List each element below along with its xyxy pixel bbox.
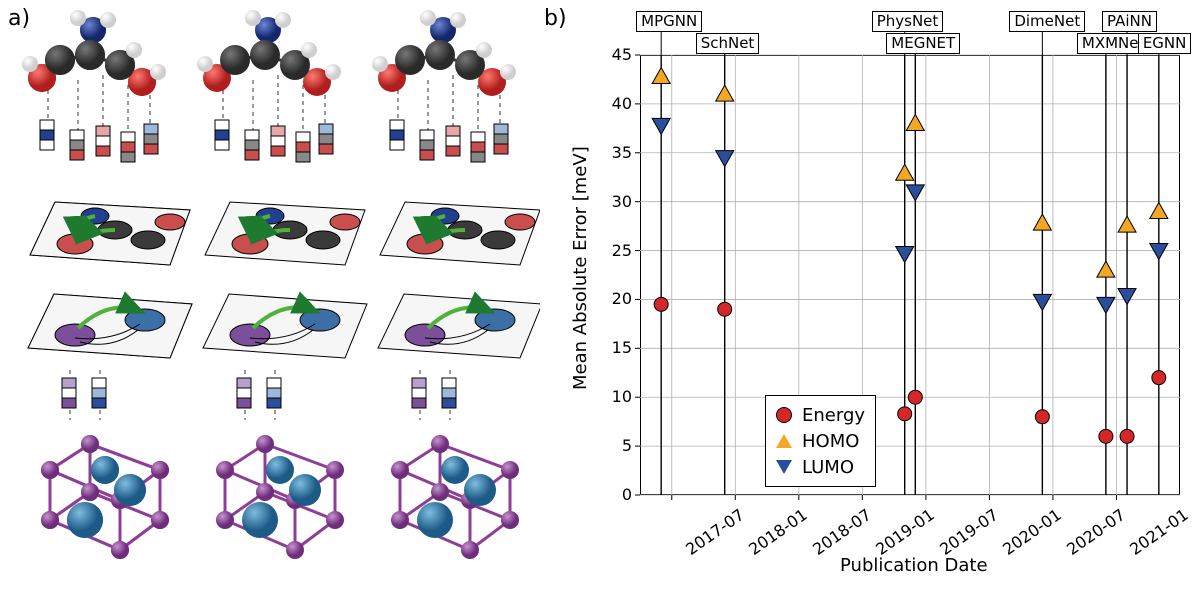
legend-entry-homo: HOMO: [776, 428, 865, 454]
ytick-label: 20: [592, 289, 632, 308]
panel-a-label: a): [8, 6, 30, 31]
ytick-label: 25: [592, 241, 632, 260]
legend-label: Energy: [802, 405, 865, 426]
ytick-label: 0: [592, 485, 632, 504]
panel-a-diagram: [0, 0, 540, 601]
model-label-box: DimeNet: [1009, 11, 1085, 32]
legend-label: LUMO: [802, 457, 854, 478]
circle-icon: [776, 407, 792, 423]
chart-legend: Energy HOMO LUMO: [765, 395, 876, 487]
chart-ylabel: Mean Absolute Error [meV]: [570, 146, 591, 390]
model-label-box: MEGNET: [886, 33, 960, 54]
chart-xlabel: Publication Date: [840, 555, 988, 576]
chart-svg: [540, 0, 1200, 601]
model-label-box: PhysNet: [872, 11, 944, 32]
legend-entry-lumo: LUMO: [776, 454, 865, 480]
ytick-label: 15: [592, 338, 632, 357]
triangle-down-icon: [776, 460, 792, 474]
model-label-box: EGNN: [1138, 33, 1192, 54]
triangle-up-icon: [776, 434, 792, 448]
ytick-label: 40: [592, 94, 632, 113]
model-label-box: PAiNN: [1102, 11, 1157, 32]
ytick-label: 35: [592, 143, 632, 162]
legend-label: HOMO: [802, 431, 859, 452]
panel-a: a): [0, 0, 540, 601]
ytick-label: 5: [592, 436, 632, 455]
model-label-box: MPGNN: [636, 11, 702, 32]
ytick-label: 30: [592, 192, 632, 211]
panel-b: b) Mean Absolute Error [meV] Publication…: [540, 0, 1200, 601]
ytick-label: 45: [592, 45, 632, 64]
ytick-label: 10: [592, 387, 632, 406]
model-label-box: SchNet: [696, 33, 760, 54]
legend-entry-energy: Energy: [776, 402, 865, 428]
